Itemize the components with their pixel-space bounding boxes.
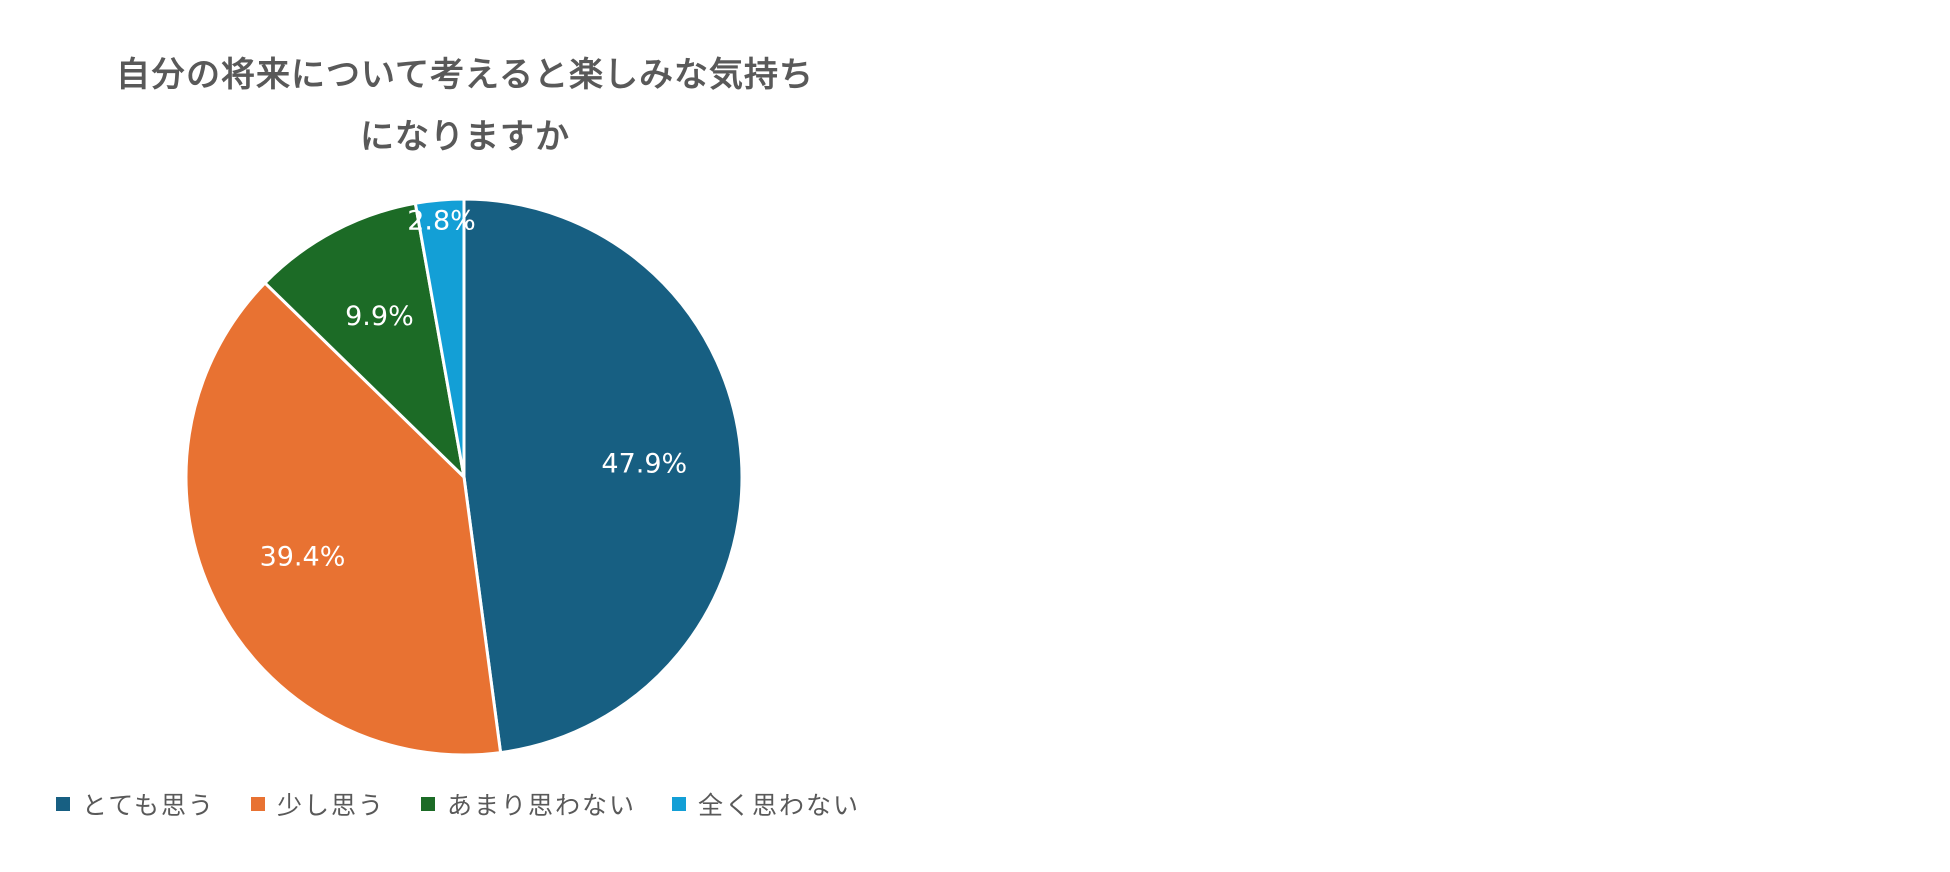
legend-swatch: [251, 797, 266, 811]
pie-data-label-0: 47.9%: [601, 449, 687, 480]
legend: とても思う 少し思う あまり思わない 全く思わない: [56, 786, 896, 822]
legend-label: 少し思う: [277, 791, 386, 820]
legend-label: あまり思わない: [447, 791, 637, 820]
chart-area: 自分の将来について考えると楽しみな気持ち になりますか 47.9% 39.4% 9.…: [0, 0, 900, 872]
pie-slice-0: [462, 197, 744, 755]
pie-data-label-1: 39.4%: [260, 542, 346, 573]
legend-label: 全く思わない: [698, 791, 861, 820]
pie-slice-2: [263, 201, 466, 479]
legend-item-1: 少し思う: [251, 786, 385, 822]
legend-swatch: [672, 797, 687, 811]
chart-title-line-2: になりますか: [360, 117, 570, 157]
chart-title-line-1: 自分の将来について考えると楽しみな気持ち: [116, 55, 814, 95]
legend-item-3: 全く思わない: [672, 786, 860, 822]
pie-chart: 47.9% 39.4% 9.9% 2.8%: [184, 197, 744, 757]
pie-data-labels: 47.9% 39.4% 9.9% 2.8%: [260, 206, 688, 573]
legend-item-2: あまり思わない: [421, 786, 636, 822]
pie-data-label-3: 2.8%: [407, 206, 476, 237]
pie-slice-3: [413, 197, 466, 479]
pie-slice-1: [184, 281, 503, 757]
pie-data-label-2: 9.9%: [345, 301, 414, 332]
legend-item-0: とても思う: [56, 786, 215, 822]
legend-swatch: [56, 797, 70, 811]
legend-swatch: [421, 797, 436, 811]
chart-title: 自分の将来について考えると楽しみな気持ち になりますか: [50, 44, 880, 168]
pie-slices: [184, 197, 744, 757]
legend-label: とても思う: [82, 791, 216, 820]
